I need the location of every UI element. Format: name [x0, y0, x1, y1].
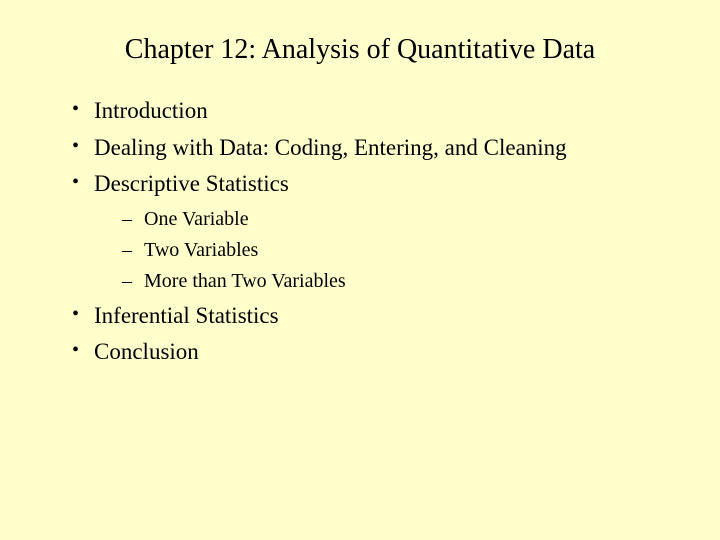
bullet-text: One Variable: [144, 208, 249, 230]
list-item: More than Two Variables: [122, 266, 670, 297]
list-item: Conclusion: [70, 335, 670, 370]
bullet-text: Introduction: [94, 98, 208, 123]
list-item: Descriptive Statistics One Variable Two …: [70, 167, 670, 297]
list-item: Dealing with Data: Coding, Entering, and…: [70, 131, 670, 166]
bullet-text: Dealing with Data: Coding, Entering, and…: [94, 135, 567, 160]
bullet-text: More than Two Variables: [144, 270, 346, 292]
bullet-list: Introduction Dealing with Data: Coding, …: [70, 94, 670, 370]
sub-bullet-list: One Variable Two Variables More than Two…: [94, 204, 670, 297]
list-item: One Variable: [122, 204, 670, 235]
list-item: Introduction: [70, 94, 670, 129]
bullet-text: Inferential Statistics: [94, 303, 279, 328]
list-item: Two Variables: [122, 235, 670, 266]
bullet-text: Two Variables: [144, 239, 258, 261]
slide: Chapter 12: Analysis of Quantitative Dat…: [0, 0, 720, 540]
slide-content: Introduction Dealing with Data: Coding, …: [50, 94, 670, 370]
slide-title: Chapter 12: Analysis of Quantitative Dat…: [50, 34, 670, 66]
list-item: Inferential Statistics: [70, 299, 670, 334]
bullet-text: Descriptive Statistics: [94, 171, 289, 196]
bullet-text: Conclusion: [94, 339, 199, 364]
